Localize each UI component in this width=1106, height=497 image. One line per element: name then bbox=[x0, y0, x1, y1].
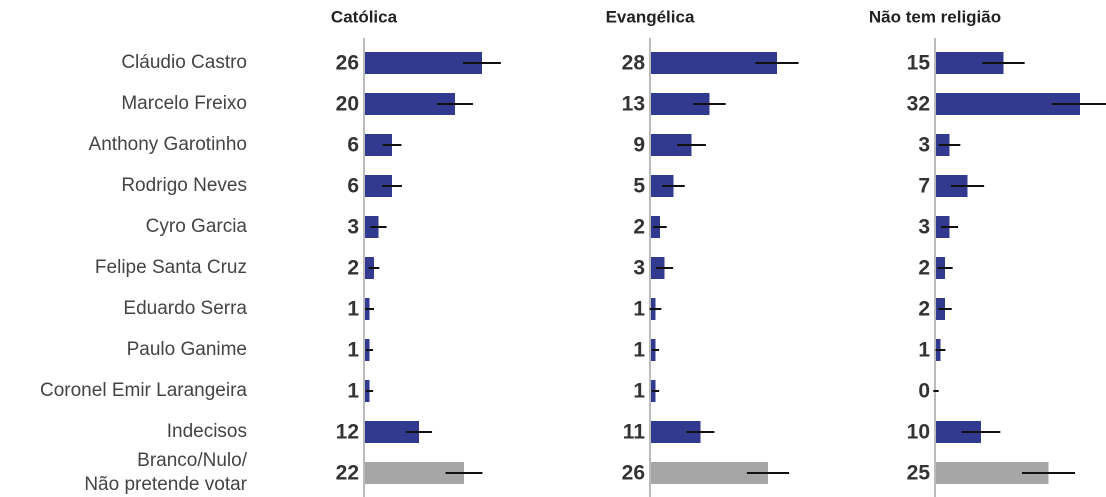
value-label: 26 bbox=[336, 52, 359, 75]
value-label: 9 bbox=[633, 134, 645, 157]
bar bbox=[936, 93, 1080, 115]
value-label: 2 bbox=[918, 298, 930, 321]
value-label: 1 bbox=[918, 339, 930, 362]
bar bbox=[651, 93, 710, 115]
category-label: Anthony Garotinho bbox=[89, 134, 247, 155]
bar bbox=[365, 421, 419, 443]
bar bbox=[651, 134, 692, 156]
value-label: 1 bbox=[633, 298, 645, 321]
bar bbox=[936, 462, 1049, 484]
value-label: 2 bbox=[347, 257, 359, 280]
value-label: 5 bbox=[633, 175, 645, 198]
category-label: Felipe Santa Cruz bbox=[95, 257, 247, 278]
value-label: 7 bbox=[918, 175, 930, 198]
bar bbox=[365, 175, 392, 197]
value-label: 6 bbox=[347, 134, 359, 157]
value-label: 1 bbox=[633, 380, 645, 403]
category-label: Cyro Garcia bbox=[146, 216, 248, 237]
value-label: 20 bbox=[336, 93, 359, 116]
category-label: Paulo Ganime bbox=[127, 339, 247, 360]
category-label: Eduardo Serra bbox=[123, 298, 247, 319]
value-label: 13 bbox=[622, 93, 645, 116]
value-label: 12 bbox=[336, 421, 359, 444]
bar bbox=[365, 134, 392, 156]
category-label: Coronel Emir Larangeira bbox=[40, 380, 247, 401]
value-label: 3 bbox=[918, 134, 930, 157]
category-label: Cláudio Castro bbox=[121, 52, 247, 73]
value-label: 22 bbox=[336, 462, 359, 485]
value-label: 6 bbox=[347, 175, 359, 198]
bar bbox=[651, 421, 701, 443]
value-label: 3 bbox=[633, 257, 645, 280]
panel-title: Católica bbox=[331, 7, 398, 26]
value-label: 3 bbox=[918, 216, 930, 239]
value-label: 2 bbox=[633, 216, 645, 239]
value-label: 1 bbox=[347, 339, 359, 362]
value-label: 15 bbox=[907, 52, 931, 75]
value-label: 26 bbox=[622, 462, 645, 485]
value-label: 2 bbox=[918, 257, 930, 280]
bar bbox=[365, 52, 482, 74]
value-label: 0 bbox=[918, 380, 930, 403]
bar bbox=[365, 93, 455, 115]
panel-title: Não tem religião bbox=[869, 7, 1001, 26]
category-label: Rodrigo Neves bbox=[121, 175, 247, 196]
bar bbox=[936, 52, 1004, 74]
bar bbox=[651, 462, 768, 484]
bar bbox=[936, 421, 981, 443]
value-label: 1 bbox=[347, 298, 359, 321]
value-label: 25 bbox=[907, 462, 931, 485]
value-label: 11 bbox=[623, 421, 646, 444]
value-label: 3 bbox=[347, 216, 359, 239]
category-label: Marcelo Freixo bbox=[121, 93, 247, 114]
value-label: 1 bbox=[347, 380, 359, 403]
bar bbox=[651, 52, 777, 74]
bar bbox=[365, 462, 464, 484]
value-label: 1 bbox=[633, 339, 645, 362]
value-label: 32 bbox=[907, 93, 930, 116]
category-label: Branco/Nulo/Não pretende votar bbox=[84, 450, 247, 495]
value-label: 10 bbox=[907, 421, 930, 444]
category-label: Indecisos bbox=[167, 421, 247, 442]
panel-title: Evangélica bbox=[606, 7, 695, 26]
value-label: 28 bbox=[622, 52, 646, 75]
